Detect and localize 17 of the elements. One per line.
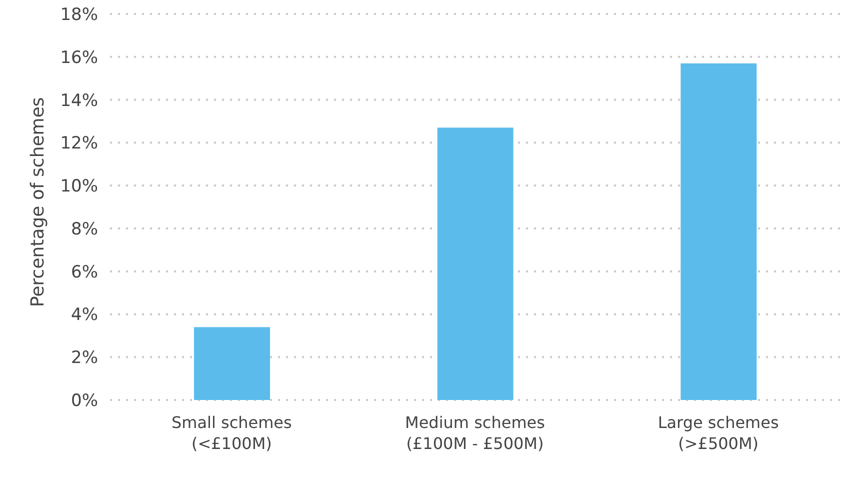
y-axis-title: Percentage of schemes bbox=[27, 97, 48, 307]
x-tick-label: Medium schemes (£100M - £500M) bbox=[405, 413, 545, 453]
y-tick-label: 4% bbox=[71, 305, 98, 326]
bar bbox=[680, 63, 757, 400]
x-tick-label: Small schemes (<£100M) bbox=[171, 413, 292, 453]
y-tick-label: 6% bbox=[71, 262, 98, 282]
bar bbox=[194, 327, 270, 400]
y-tick-label: 18% bbox=[60, 5, 98, 25]
y-tick-label: 10% bbox=[60, 176, 98, 197]
y-tick-label: 2% bbox=[71, 348, 98, 368]
y-tick-label: 14% bbox=[60, 90, 98, 111]
y-tick-label: 8% bbox=[71, 219, 98, 240]
x-tick-label: Large schemes (>£500M) bbox=[658, 413, 779, 453]
y-tick-label: 16% bbox=[60, 48, 98, 68]
y-tick-label: 12% bbox=[60, 134, 98, 154]
bar bbox=[437, 128, 514, 400]
y-tick-label: 0% bbox=[71, 391, 98, 411]
